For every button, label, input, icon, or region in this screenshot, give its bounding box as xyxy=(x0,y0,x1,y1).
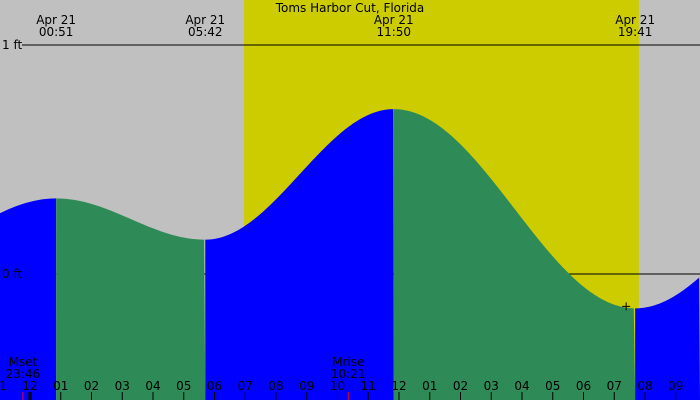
extreme-time: 00:51 xyxy=(39,25,74,39)
extreme-date: Apr 21 xyxy=(185,13,225,27)
hour-tick-label: 01 xyxy=(422,379,437,393)
hour-tick-label: 12 xyxy=(391,379,406,393)
rising-tide-area xyxy=(635,277,700,400)
hour-tick-label: 01 xyxy=(53,379,68,393)
hour-tick-label: 07 xyxy=(607,379,622,393)
hour-tick-label: 05 xyxy=(176,379,191,393)
extreme-date: Apr 21 xyxy=(615,13,655,27)
extreme-time: 11:50 xyxy=(376,25,411,39)
hour-tick-label: 08 xyxy=(637,379,652,393)
extreme-time: 19:41 xyxy=(618,25,653,39)
hour-tick-label: 08 xyxy=(268,379,283,393)
rising-tide-area xyxy=(205,109,394,400)
moon-event-label: Mset xyxy=(9,355,38,369)
falling-tide-area xyxy=(393,109,636,400)
hour-tick-label: 06 xyxy=(576,379,591,393)
low-marker-icon xyxy=(622,302,631,311)
hour-tick-label: 03 xyxy=(115,379,130,393)
hour-tick-label: 11 xyxy=(0,379,7,393)
moon-event-label: Mrise xyxy=(332,355,364,369)
hour-tick-label: 09 xyxy=(668,379,683,393)
y-label-0ft: 0 ft xyxy=(2,267,22,281)
hour-tick-label: 04 xyxy=(514,379,529,393)
hour-tick-label: 09 xyxy=(299,379,314,393)
y-label-1ft: 1 ft xyxy=(2,38,22,52)
hour-tick-label: 12 xyxy=(22,379,37,393)
hour-tick-label: 10 xyxy=(330,379,345,393)
hour-tick-label: 03 xyxy=(484,379,499,393)
moon-event-time: 23:46 xyxy=(6,367,41,381)
falling-tide-area xyxy=(56,198,206,400)
extreme-date: Apr 21 xyxy=(374,13,414,27)
hour-tick-label: 02 xyxy=(453,379,468,393)
moon-event-time: 10:21 xyxy=(331,367,366,381)
hour-tick-label: 07 xyxy=(238,379,253,393)
hour-tick-label: 02 xyxy=(84,379,99,393)
hour-tick-label: 05 xyxy=(545,379,560,393)
extreme-date: Apr 21 xyxy=(36,13,76,27)
hour-tick-label: 04 xyxy=(145,379,160,393)
extreme-time: 05:42 xyxy=(188,25,223,39)
hour-tick-label: 06 xyxy=(207,379,222,393)
rising-tide-area xyxy=(0,198,57,400)
chart-title: Toms Harbor Cut, Florida xyxy=(275,1,425,15)
hour-tick-label: 11 xyxy=(361,379,376,393)
